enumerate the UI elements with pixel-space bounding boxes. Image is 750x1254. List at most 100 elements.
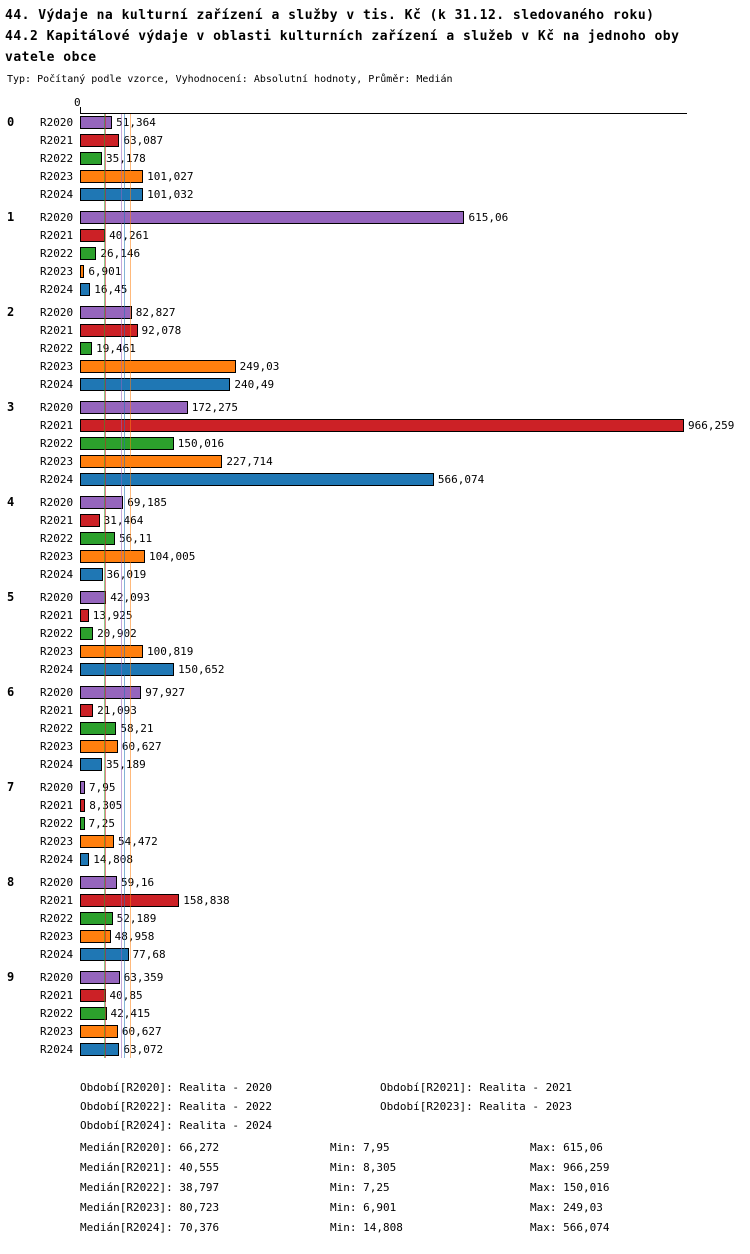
bar	[80, 377, 231, 391]
bar-value-label: 100,819	[147, 644, 194, 658]
bar-row: R2020 172,275	[40, 398, 750, 416]
bar-value-label: 54,472	[118, 834, 158, 848]
bar	[80, 1042, 120, 1056]
bar-value-label: 52,189	[116, 911, 157, 925]
series-label: R2020	[40, 685, 74, 699]
bar-row: R2020 51,364	[40, 113, 750, 131]
series-label: R2024	[40, 377, 74, 391]
bar-row: R2023 227,714	[40, 452, 750, 470]
bar-value-label: 97,927	[145, 685, 185, 699]
bar	[80, 970, 120, 984]
bar-row: R2020 7,95	[40, 778, 750, 796]
period-legend-item: Období[R2021]: Realita - 2021	[380, 1081, 573, 1094]
bar	[80, 644, 144, 658]
bar-row: R2020 97,927	[40, 683, 750, 701]
bar-value-label: 69,185	[127, 495, 167, 509]
bar-row: R2021 966,259	[40, 416, 750, 434]
bar-group: 5 R2020 42,093 R2021 13,925 R2022 20,902 R2023 1…	[0, 588, 750, 678]
bar	[80, 875, 117, 889]
bar-row: R2022 20,902	[40, 624, 750, 642]
axis-tick-mark	[80, 107, 81, 113]
stat-median: Medián[R2024]: 70,376	[80, 1221, 220, 1234]
bar-row: R2023 6,901	[40, 262, 750, 280]
series-label: R2020	[40, 210, 74, 224]
bar-value-label: 240,49	[234, 377, 275, 391]
period-legend-item: Období[R2024]: Realita - 2024	[80, 1119, 273, 1132]
group-index-label: 5	[7, 590, 15, 604]
bar-row: R2021 21,093	[40, 701, 750, 719]
bar-row: R2021 40,85	[40, 986, 750, 1004]
series-label: R2022	[40, 816, 74, 830]
bar	[80, 418, 684, 432]
bar	[80, 1006, 107, 1020]
bar-row: R2021 40,261	[40, 226, 750, 244]
bar-row: R2020 615,06	[40, 208, 750, 226]
bar-value-label: 58,21	[120, 721, 154, 735]
bar	[80, 513, 100, 527]
series-label: R2022	[40, 1006, 74, 1020]
bar	[80, 721, 117, 735]
series-label: R2023	[40, 169, 74, 183]
series-label: R2024	[40, 187, 74, 201]
bar	[80, 210, 465, 224]
bar-row: R2023 60,627	[40, 1022, 750, 1040]
bar	[80, 757, 102, 771]
bar-row: R2021 8,305	[40, 796, 750, 814]
series-label: R2020	[40, 970, 74, 984]
bar-value-label: 59,16	[120, 875, 155, 889]
bar	[80, 852, 90, 866]
bar-value-label: 26,146	[100, 246, 141, 260]
series-label: R2020	[40, 590, 74, 604]
bar-rows: R2020 7,95 R2021 8,305 R2022 7,25 R2023 54,472 R…	[40, 778, 750, 868]
series-label: R2022	[40, 911, 74, 925]
bar	[80, 947, 129, 961]
series-label: R2020	[40, 115, 74, 129]
bar-row: R2023 60,627	[40, 737, 750, 755]
bar-row: R2023 54,472	[40, 832, 750, 850]
bar-value-label: 615,06	[468, 210, 509, 224]
bar-row: R2020 42,093	[40, 588, 750, 606]
bar-row: R2024 240,49	[40, 375, 750, 393]
bar	[80, 228, 106, 242]
bar-rows: R2020 97,927 R2021 21,093 R2022 58,21 R2023 60,…	[40, 683, 750, 773]
bar-value-label: 104,005	[149, 549, 196, 563]
bar-value-label: 56,11	[119, 531, 153, 545]
series-label: R2020	[40, 875, 74, 889]
bar-row: R2021 31,464	[40, 511, 750, 529]
bar-value-label: 63,087	[123, 133, 164, 147]
series-label: R2021	[40, 228, 74, 242]
bar-value-label: 82,827	[135, 305, 176, 319]
bar	[80, 454, 223, 468]
series-label: R2022	[40, 531, 74, 545]
series-label: R2024	[40, 947, 74, 961]
series-label: R2022	[40, 341, 74, 355]
stat-median: Medián[R2022]: 38,797	[80, 1181, 220, 1194]
bar-row: R2021 158,838	[40, 891, 750, 909]
bar-row: R2023 249,03	[40, 357, 750, 375]
series-label: R2021	[40, 798, 74, 812]
bar-value-label: 966,259	[688, 418, 735, 432]
stat-median: Medián[R2021]: 40,555	[80, 1161, 220, 1174]
bar-value-label: 249,03	[239, 359, 280, 373]
bar-value-label: 40,261	[109, 228, 149, 242]
bar	[80, 567, 103, 581]
stat-max: Max: 249,03	[530, 1201, 603, 1214]
bar	[80, 359, 236, 373]
bar-group: 8 R2020 59,16 R2021 158,838 R2022 52,189 R2023 4…	[0, 873, 750, 963]
bar-row: R2020 69,185	[40, 493, 750, 511]
bar-value-label: 51,364	[116, 115, 156, 129]
period-legend-item: Období[R2023]: Realita - 2023	[380, 1100, 573, 1113]
bar-value-label: 60,627	[121, 1024, 162, 1038]
bar-rows: R2020 615,06 R2021 40,261 R2022 26,146 R2023 6,…	[40, 208, 750, 298]
series-label: R2023	[40, 644, 74, 658]
bar-row: R2022 56,11	[40, 529, 750, 547]
bar	[80, 626, 94, 640]
series-label: R2023	[40, 549, 74, 563]
series-label: R2022	[40, 246, 74, 260]
bar-value-label: 227,714	[226, 454, 273, 468]
bar	[80, 816, 85, 830]
bar-row: R2024 77,68	[40, 945, 750, 963]
bar-row: R2024 35,189	[40, 755, 750, 773]
bar-rows: R2020 172,275 R2021 966,259 R2022 150,016 R202…	[40, 398, 750, 488]
bar-row: R2021 13,925	[40, 606, 750, 624]
